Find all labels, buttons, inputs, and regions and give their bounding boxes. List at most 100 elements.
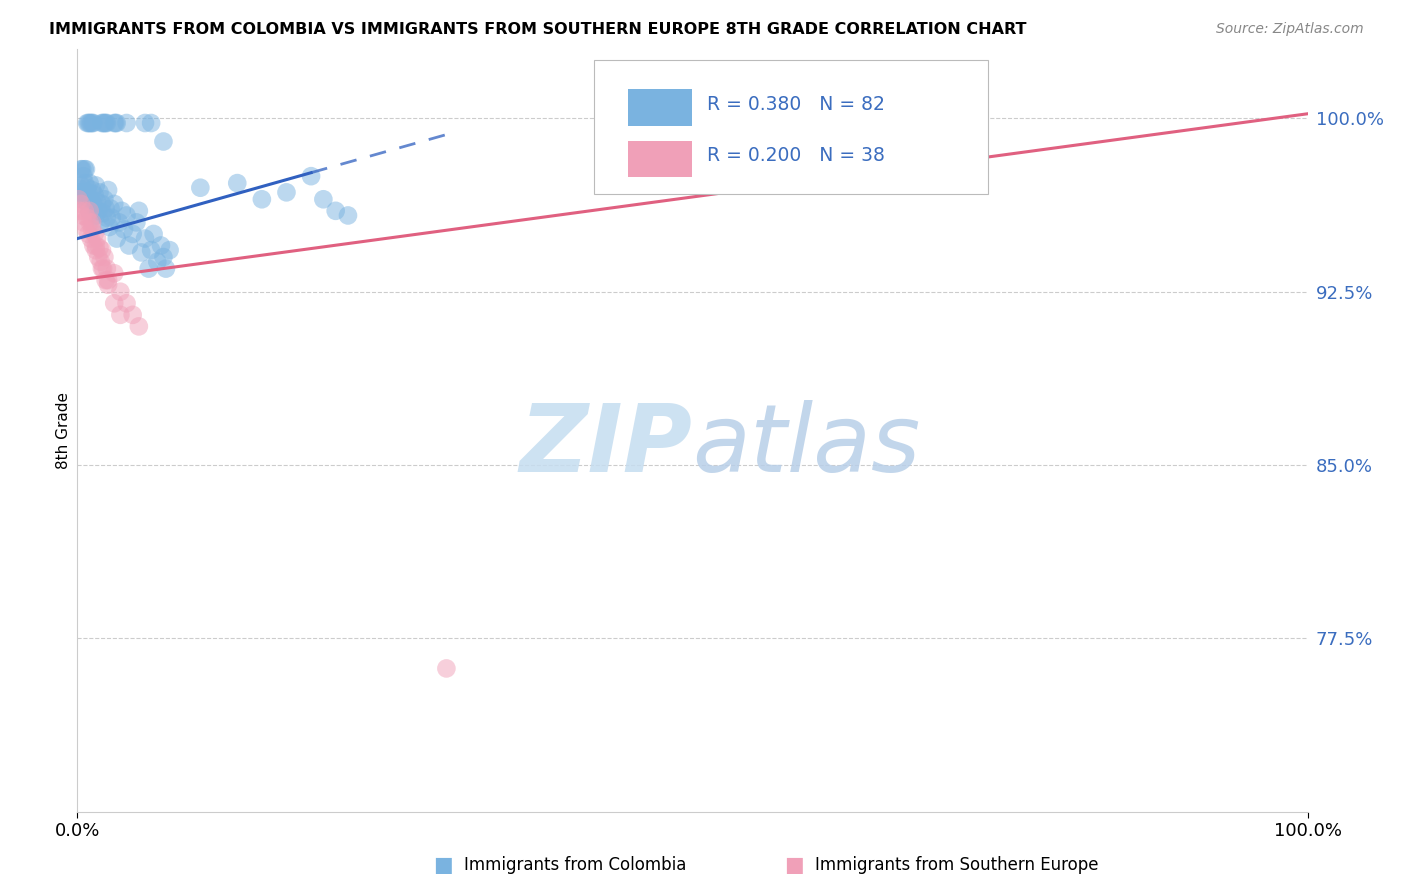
Point [67,180,90,194]
Point [80,116,103,130]
Point [84,243,107,257]
Text: R = 0.200   N = 38: R = 0.200 N = 38 [707,146,886,165]
Point [142,227,165,241]
Point [82,197,104,211]
Point [125,215,148,229]
Point [70,162,93,177]
Point [121,227,143,241]
Point [75,162,97,177]
Point [75,222,97,236]
Point [76,116,98,130]
Point [90,254,112,268]
Point [98,220,121,235]
Point [90,243,114,257]
Point [111,203,132,218]
Point [91,206,114,220]
Point [93,250,115,264]
Text: ZIP: ZIP [520,400,693,491]
Point [134,231,156,245]
Point [93,116,115,130]
Point [82,183,104,197]
Point [69,186,91,200]
Point [77,186,100,200]
Point [82,116,104,130]
Point [299,169,322,184]
Point [70,162,93,177]
Point [72,215,94,229]
Point [337,209,360,223]
Point [82,116,104,130]
Text: R = 0.380   N = 82: R = 0.380 N = 82 [707,95,886,114]
Point [129,245,153,260]
Point [159,243,181,257]
Point [108,215,131,229]
Point [155,261,177,276]
Point [84,238,107,252]
Point [90,215,112,229]
Point [436,661,458,675]
Point [86,194,108,209]
Point [141,243,163,257]
Text: Immigrants from Colombia: Immigrants from Colombia [464,856,686,874]
Point [79,215,101,229]
Point [152,135,174,149]
Point [152,250,174,264]
Point [94,116,117,130]
Point [110,308,132,322]
FancyBboxPatch shape [628,89,693,126]
Point [115,209,138,223]
Text: ■: ■ [785,855,804,875]
Point [91,261,114,276]
Point [77,227,100,241]
Point [93,192,115,206]
Point [82,222,104,236]
Point [72,169,94,184]
Point [118,238,141,252]
Point [121,308,143,322]
Point [146,254,169,268]
Point [325,203,347,218]
Point [76,194,98,209]
Point [103,197,125,211]
Text: IMMIGRANTS FROM COLOMBIA VS IMMIGRANTS FROM SOUTHERN EUROPE 8TH GRADE CORRELATIO: IMMIGRANTS FROM COLOMBIA VS IMMIGRANTS F… [49,22,1026,37]
Point [72,186,94,200]
Point [96,261,118,276]
Point [112,222,135,236]
Y-axis label: 8th Grade: 8th Grade [56,392,70,469]
Point [73,203,96,218]
Point [82,238,104,252]
Point [76,180,98,194]
Point [91,116,114,130]
Point [188,180,212,194]
Point [70,192,93,206]
Point [83,187,105,202]
Point [79,203,101,218]
FancyBboxPatch shape [595,61,988,194]
Point [134,116,156,130]
Point [80,192,103,206]
Point [141,116,163,130]
Point [79,176,101,190]
Text: atlas: atlas [693,401,921,491]
Point [70,178,93,193]
Point [103,296,125,310]
Point [73,176,96,190]
Point [226,176,249,190]
Point [69,203,91,218]
Point [94,273,117,287]
Point [87,203,110,218]
Point [103,266,125,280]
Point [97,273,120,287]
Text: Source: ZipAtlas.com: Source: ZipAtlas.com [1216,22,1364,37]
Point [104,116,127,130]
Point [70,197,93,211]
Point [105,116,128,130]
Point [250,192,273,206]
Point [67,192,90,206]
Point [87,250,110,264]
Point [77,116,100,130]
Point [128,319,150,334]
Point [138,261,160,276]
Point [115,116,138,130]
Point [89,241,111,255]
